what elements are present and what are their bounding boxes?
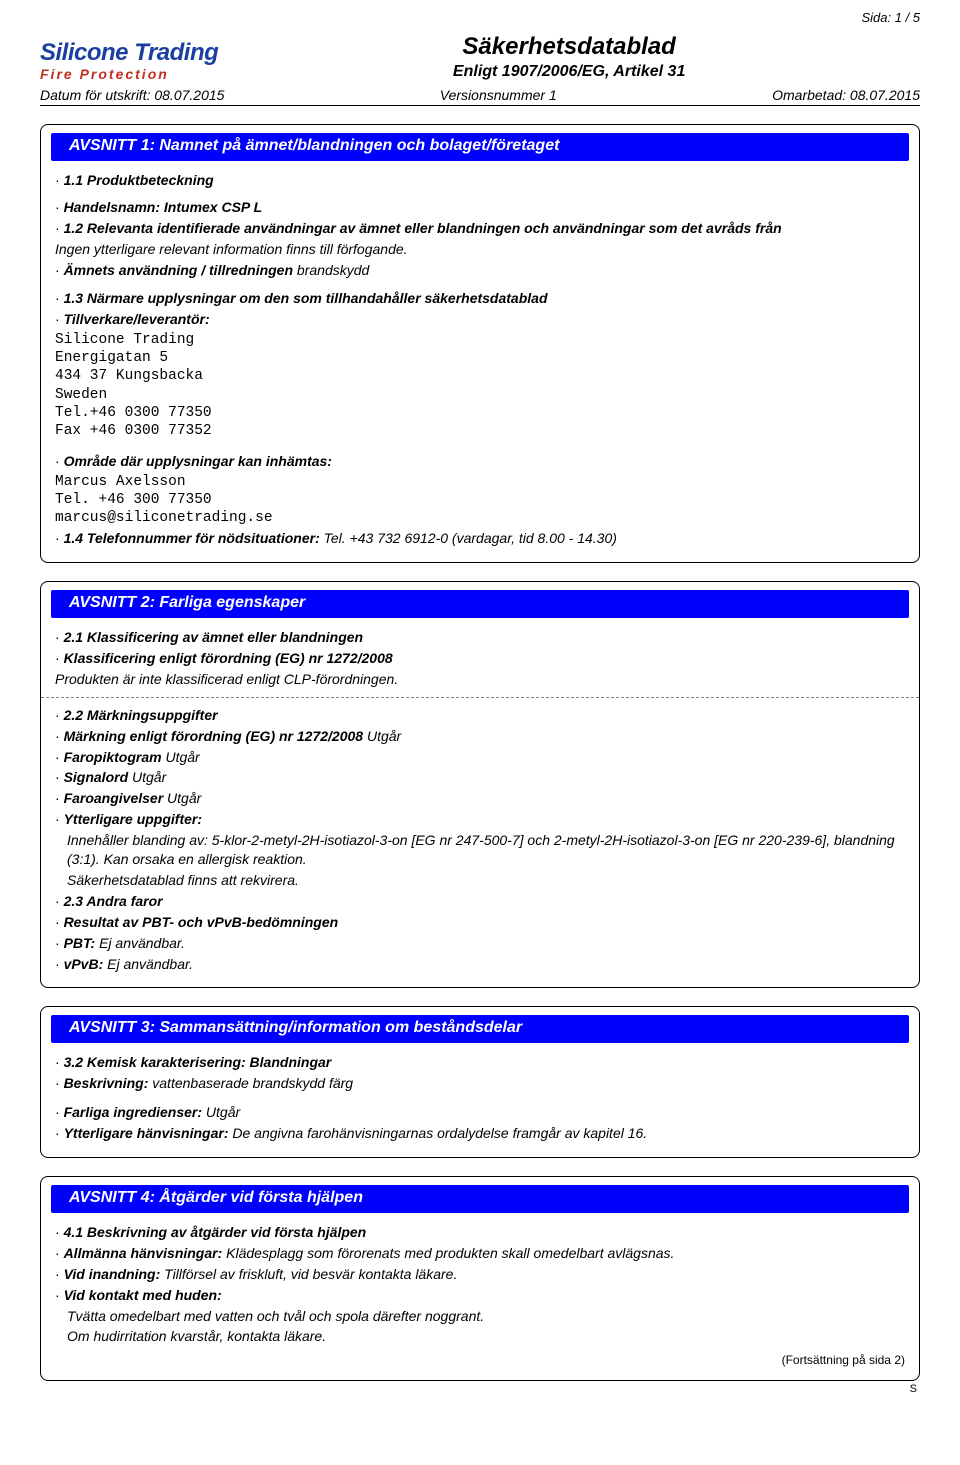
page-number: Sida: 1 / 5: [40, 10, 920, 25]
section-3-header: AVSNITT 3: Sammansättning/information om…: [51, 1015, 909, 1043]
s1-use-label: Ämnets användning / tillredningen: [64, 262, 293, 278]
s3-description-value: vattenbaserade brandskydd färg: [148, 1075, 353, 1091]
section-2-header: AVSNITT 2: Farliga egenskaper: [51, 590, 909, 618]
s4-inhalation-label: Vid inandning:: [64, 1266, 161, 1282]
document-header: Silicone Trading Fire Protection Säkerhe…: [40, 29, 920, 81]
s2-clp-class-label: Klassificering enligt förordning (EG) nr…: [64, 650, 393, 666]
s2-2-2-heading: 2.2 Märkningsuppgifter: [64, 707, 218, 723]
s1-emergency-label: 1.4 Telefonnummer för nödsituationer:: [64, 530, 320, 546]
footer-mark: S: [40, 1383, 920, 1395]
s2-2-1-heading: 2.1 Klassificering av ämnet eller blandn…: [64, 629, 364, 645]
s1-1-3-heading: 1.3 Närmare upplysningar om den som till…: [64, 290, 548, 306]
s2-pictogram-label: Faropiktogram: [64, 749, 162, 765]
meta-revision-date: Omarbetad: 08.07.2015: [772, 87, 920, 103]
s4-general-value: Klädesplagg som förorenats med produkten…: [222, 1245, 674, 1261]
s1-tradename-label: Handelsnamn:: [64, 199, 160, 215]
logo-main-text: Silicone Trading: [40, 41, 218, 65]
s2-hazard-label: Faroangivelser: [64, 790, 164, 806]
s4-inhalation-value: Tillförsel av friskluft, vid besvär kont…: [160, 1266, 457, 1282]
s4-skin-text-2: Om hudirritation kvarstår, kontakta läka…: [55, 1327, 905, 1346]
section-1: AVSNITT 1: Namnet på ämnet/blandningen o…: [40, 124, 920, 563]
s1-contact-details: Marcus Axelsson Tel. +46 300 77350 marcu…: [55, 473, 905, 527]
s2-signalword-value: Utgår: [128, 769, 166, 785]
s2-pbt-value: Ej användbar.: [95, 935, 185, 951]
logo: Silicone Trading Fire Protection: [40, 29, 218, 81]
section-4: AVSNITT 4: Åtgärder vid första hjälpen 4…: [40, 1176, 920, 1382]
s3-further-value: De angivna farohänvisningarnas ordalydel…: [229, 1125, 648, 1141]
s2-clp-class-text: Produkten är inte klassificerad enligt C…: [55, 670, 905, 689]
s1-tradename-value: Intumex CSP L: [160, 199, 262, 215]
s2-2-3-heading: 2.3 Andra faror: [64, 893, 163, 909]
s2-pbt-heading: Resultat av PBT- och vPvB-bedömningen: [64, 914, 339, 930]
s4-general-label: Allmänna hänvisningar:: [64, 1245, 223, 1261]
s2-labelling-value: Utgår: [363, 728, 401, 744]
s4-4-1-heading: 4.1 Beskrivning av åtgärder vid första h…: [64, 1224, 367, 1240]
s2-signalword-label: Signalord: [64, 769, 129, 785]
meta-row: Datum för utskrift: 08.07.2015 Versionsn…: [40, 87, 920, 106]
s3-further-label: Ytterligare hänvisningar:: [64, 1125, 229, 1141]
s1-1-2-heading: 1.2 Relevanta identifierade användningar…: [64, 220, 782, 236]
s2-vpvb-label: vPvB:: [64, 956, 104, 972]
s3-description-label: Beskrivning:: [64, 1075, 149, 1091]
divider-dashed: [41, 697, 919, 698]
s1-1-1-heading: 1.1 Produktbeteckning: [64, 172, 214, 188]
title-sub: Enligt 1907/2006/EG, Artikel 31: [218, 63, 920, 81]
section-2: AVSNITT 2: Farliga egenskaper 2.1 Klassi…: [40, 581, 920, 988]
s3-3-2-heading: 3.2 Kemisk karakterisering: Blandningar: [64, 1054, 332, 1070]
s4-skin-text-1: Tvätta omedelbart med vatten och tvål oc…: [55, 1307, 905, 1326]
title-block: Säkerhetsdatablad Enligt 1907/2006/EG, A…: [218, 29, 920, 81]
continuation-note: (Fortsättning på sida 2): [55, 1352, 905, 1368]
meta-print-date: Datum för utskrift: 08.07.2015: [40, 87, 224, 103]
s1-use-value: brandskydd: [293, 262, 369, 278]
s1-contact-label: Område där upplysningar kan inhämtas:: [64, 453, 332, 469]
meta-version: Versionsnummer 1: [440, 87, 557, 103]
s2-additional-text-1: Innehåller blanding av: 5-klor-2-metyl-2…: [55, 831, 905, 869]
section-4-header: AVSNITT 4: Åtgärder vid första hjälpen: [51, 1185, 909, 1213]
s2-labelling-label: Märkning enligt förordning (EG) nr 1272/…: [64, 728, 364, 744]
section-1-header: AVSNITT 1: Namnet på ämnet/blandningen o…: [51, 133, 909, 161]
s3-hazardous-value: Utgår: [202, 1104, 240, 1120]
s2-pictogram-value: Utgår: [162, 749, 200, 765]
s2-additional-label: Ytterligare uppgifter:: [64, 811, 202, 827]
s4-skin-label: Vid kontakt med huden:: [64, 1287, 222, 1303]
s2-pbt-label: PBT:: [64, 935, 96, 951]
s1-manufacturer-address: Silicone Trading Energigatan 5 434 37 Ku…: [55, 331, 905, 440]
s2-vpvb-value: Ej användbar.: [103, 956, 193, 972]
s3-hazardous-label: Farliga ingredienser:: [64, 1104, 202, 1120]
s1-manufacturer-label: Tillverkare/leverantör:: [64, 311, 210, 327]
s2-hazard-value: Utgår: [163, 790, 201, 806]
title-main: Säkerhetsdatablad: [218, 33, 920, 61]
logo-sub-text: Fire Protection: [40, 67, 218, 81]
section-3: AVSNITT 3: Sammansättning/information om…: [40, 1006, 920, 1158]
s1-1-2-text: Ingen ytterligare relevant information f…: [55, 240, 905, 259]
s1-emergency-value: Tel. +43 732 6912-0 (vardagar, tid 8.00 …: [320, 530, 617, 546]
s2-additional-text-2: Säkerhetsdatablad finns att rekvirera.: [55, 871, 905, 890]
